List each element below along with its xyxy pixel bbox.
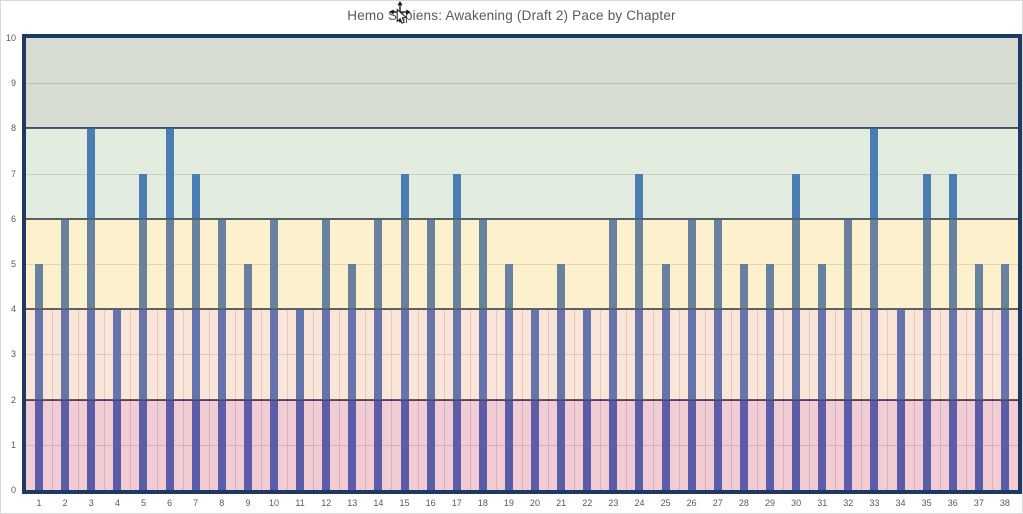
- x-tick-label: 29: [764, 498, 776, 508]
- x-tick-label: 26: [686, 498, 697, 508]
- y-tick-label: 6: [10, 213, 16, 224]
- bar-chapter-38[interactable]: [1000, 264, 1009, 490]
- y-tick-label: 4: [10, 304, 16, 315]
- x-tick-label: 2: [62, 498, 68, 508]
- x-tick-label: 3: [88, 498, 94, 508]
- x-tick-label: 4: [114, 498, 120, 508]
- bar-chapter-31[interactable]: [818, 264, 827, 490]
- bar-chapter-29[interactable]: [766, 264, 774, 490]
- bar-chapter-36[interactable]: [948, 173, 957, 490]
- chart-title[interactable]: Hemo Sapiens: Awakening (Draft 2) Pace b…: [347, 8, 676, 23]
- h-gridline: [26, 173, 1018, 175]
- x-tick-label: 36: [947, 498, 958, 508]
- x-tick-label: 19: [503, 498, 514, 508]
- x-tick-label: 27: [712, 498, 723, 508]
- x-tick-label: 16: [425, 498, 436, 508]
- x-tick-label: 13: [347, 498, 358, 508]
- y-tick-label: 3: [10, 349, 16, 360]
- x-axis: 1 2 3 4 5 6 7 8 9 10 11 12 13 14 15 16 17 18 19 20 21 22 23 24 2…: [26, 496, 1018, 512]
- bar-chapter-5[interactable]: [139, 173, 148, 490]
- bar-chapter-1[interactable]: [35, 264, 44, 490]
- bar-chapter-25[interactable]: [661, 264, 670, 490]
- bar-chapter-35[interactable]: [922, 173, 931, 490]
- x-tick-label: 25: [660, 498, 671, 508]
- x-tick-label: 8: [219, 498, 225, 508]
- y-tick-label: 7: [10, 168, 16, 179]
- x-tick-label: 17: [451, 498, 462, 508]
- bar-chapter-26[interactable]: [687, 218, 696, 490]
- bar-chapter-14[interactable]: [374, 218, 383, 490]
- band-boundary-line: [26, 308, 1018, 311]
- x-tick-label: 12: [321, 498, 332, 508]
- x-tick-label: 11: [295, 498, 305, 508]
- x-tick-label: 35: [921, 498, 932, 508]
- y-tick-label: 0: [10, 485, 16, 495]
- bar-chapter-18[interactable]: [478, 218, 487, 490]
- bar-chapter-16[interactable]: [426, 218, 435, 490]
- y-tick-label: 8: [10, 123, 16, 134]
- x-tick-label: 38: [999, 498, 1010, 508]
- bar-chapter-21[interactable]: [557, 264, 566, 490]
- x-tick-label: 21: [556, 498, 567, 508]
- x-tick-label: 33: [869, 498, 880, 508]
- h-gridline: [26, 264, 1018, 265]
- x-tick-label: 37: [973, 498, 984, 508]
- bar-chapter-15[interactable]: [400, 173, 409, 490]
- bar-chapter-37[interactable]: [974, 264, 983, 490]
- plot-area[interactable]: [22, 34, 1022, 494]
- y-tick-label: 1: [10, 439, 16, 450]
- x-tick-label: 30: [791, 498, 802, 508]
- x-tick-label: 18: [477, 498, 488, 508]
- bar-chapter-2[interactable]: [61, 218, 70, 490]
- bar-chapter-27[interactable]: [713, 218, 722, 490]
- x-tick-label: 34: [895, 498, 906, 508]
- bar-chapter-7[interactable]: [191, 173, 200, 490]
- x-tick-label: 1: [36, 498, 42, 508]
- y-tick-label: 9: [10, 78, 16, 89]
- x-tick-label: 20: [530, 498, 541, 508]
- x-tick-label: 32: [843, 498, 854, 508]
- x-tick-label: 28: [738, 498, 749, 508]
- bar-chapter-32[interactable]: [844, 218, 853, 490]
- x-tick-label: 9: [245, 498, 251, 508]
- bar-chapter-30[interactable]: [792, 173, 801, 490]
- y-tick-label: 2: [10, 394, 16, 405]
- x-tick-label: 23: [608, 498, 619, 508]
- bar-chapter-24[interactable]: [635, 173, 644, 490]
- bar-chapter-19[interactable]: [504, 264, 513, 490]
- x-tick-label: 24: [634, 498, 645, 508]
- bar-chapter-13[interactable]: [348, 264, 357, 490]
- x-tick-label: 10: [268, 498, 280, 508]
- band-boundary-line: [26, 127, 1018, 130]
- bar-chapter-28[interactable]: [739, 264, 748, 490]
- x-tick-label: 22: [582, 498, 593, 508]
- band-boundary-line: [26, 217, 1018, 220]
- y-axis: 0 1 2 3 4 5 6 7 8 9 10: [1, 33, 18, 495]
- bar-chapter-17[interactable]: [452, 173, 461, 490]
- x-tick-label: 15: [399, 498, 410, 508]
- x-tick-label: 31: [817, 498, 828, 508]
- bar-chapter-9[interactable]: [243, 264, 252, 490]
- y-tick-label: 5: [10, 259, 16, 269]
- x-tick-label: 14: [373, 498, 384, 508]
- y-tick-label: 10: [5, 33, 16, 43]
- x-tick-label: 5: [140, 498, 146, 508]
- x-tick-label: 7: [193, 498, 199, 508]
- bar-chapter-23[interactable]: [609, 218, 618, 490]
- x-tick-label: 6: [167, 498, 173, 508]
- move-cursor-icon: [389, 1, 411, 24]
- band-boundary-line: [26, 398, 1018, 401]
- bar-chapter-8[interactable]: [217, 218, 226, 490]
- h-gridline: [26, 83, 1018, 85]
- bar-chapter-12[interactable]: [322, 218, 331, 490]
- bar-chapter-10[interactable]: [270, 218, 278, 490]
